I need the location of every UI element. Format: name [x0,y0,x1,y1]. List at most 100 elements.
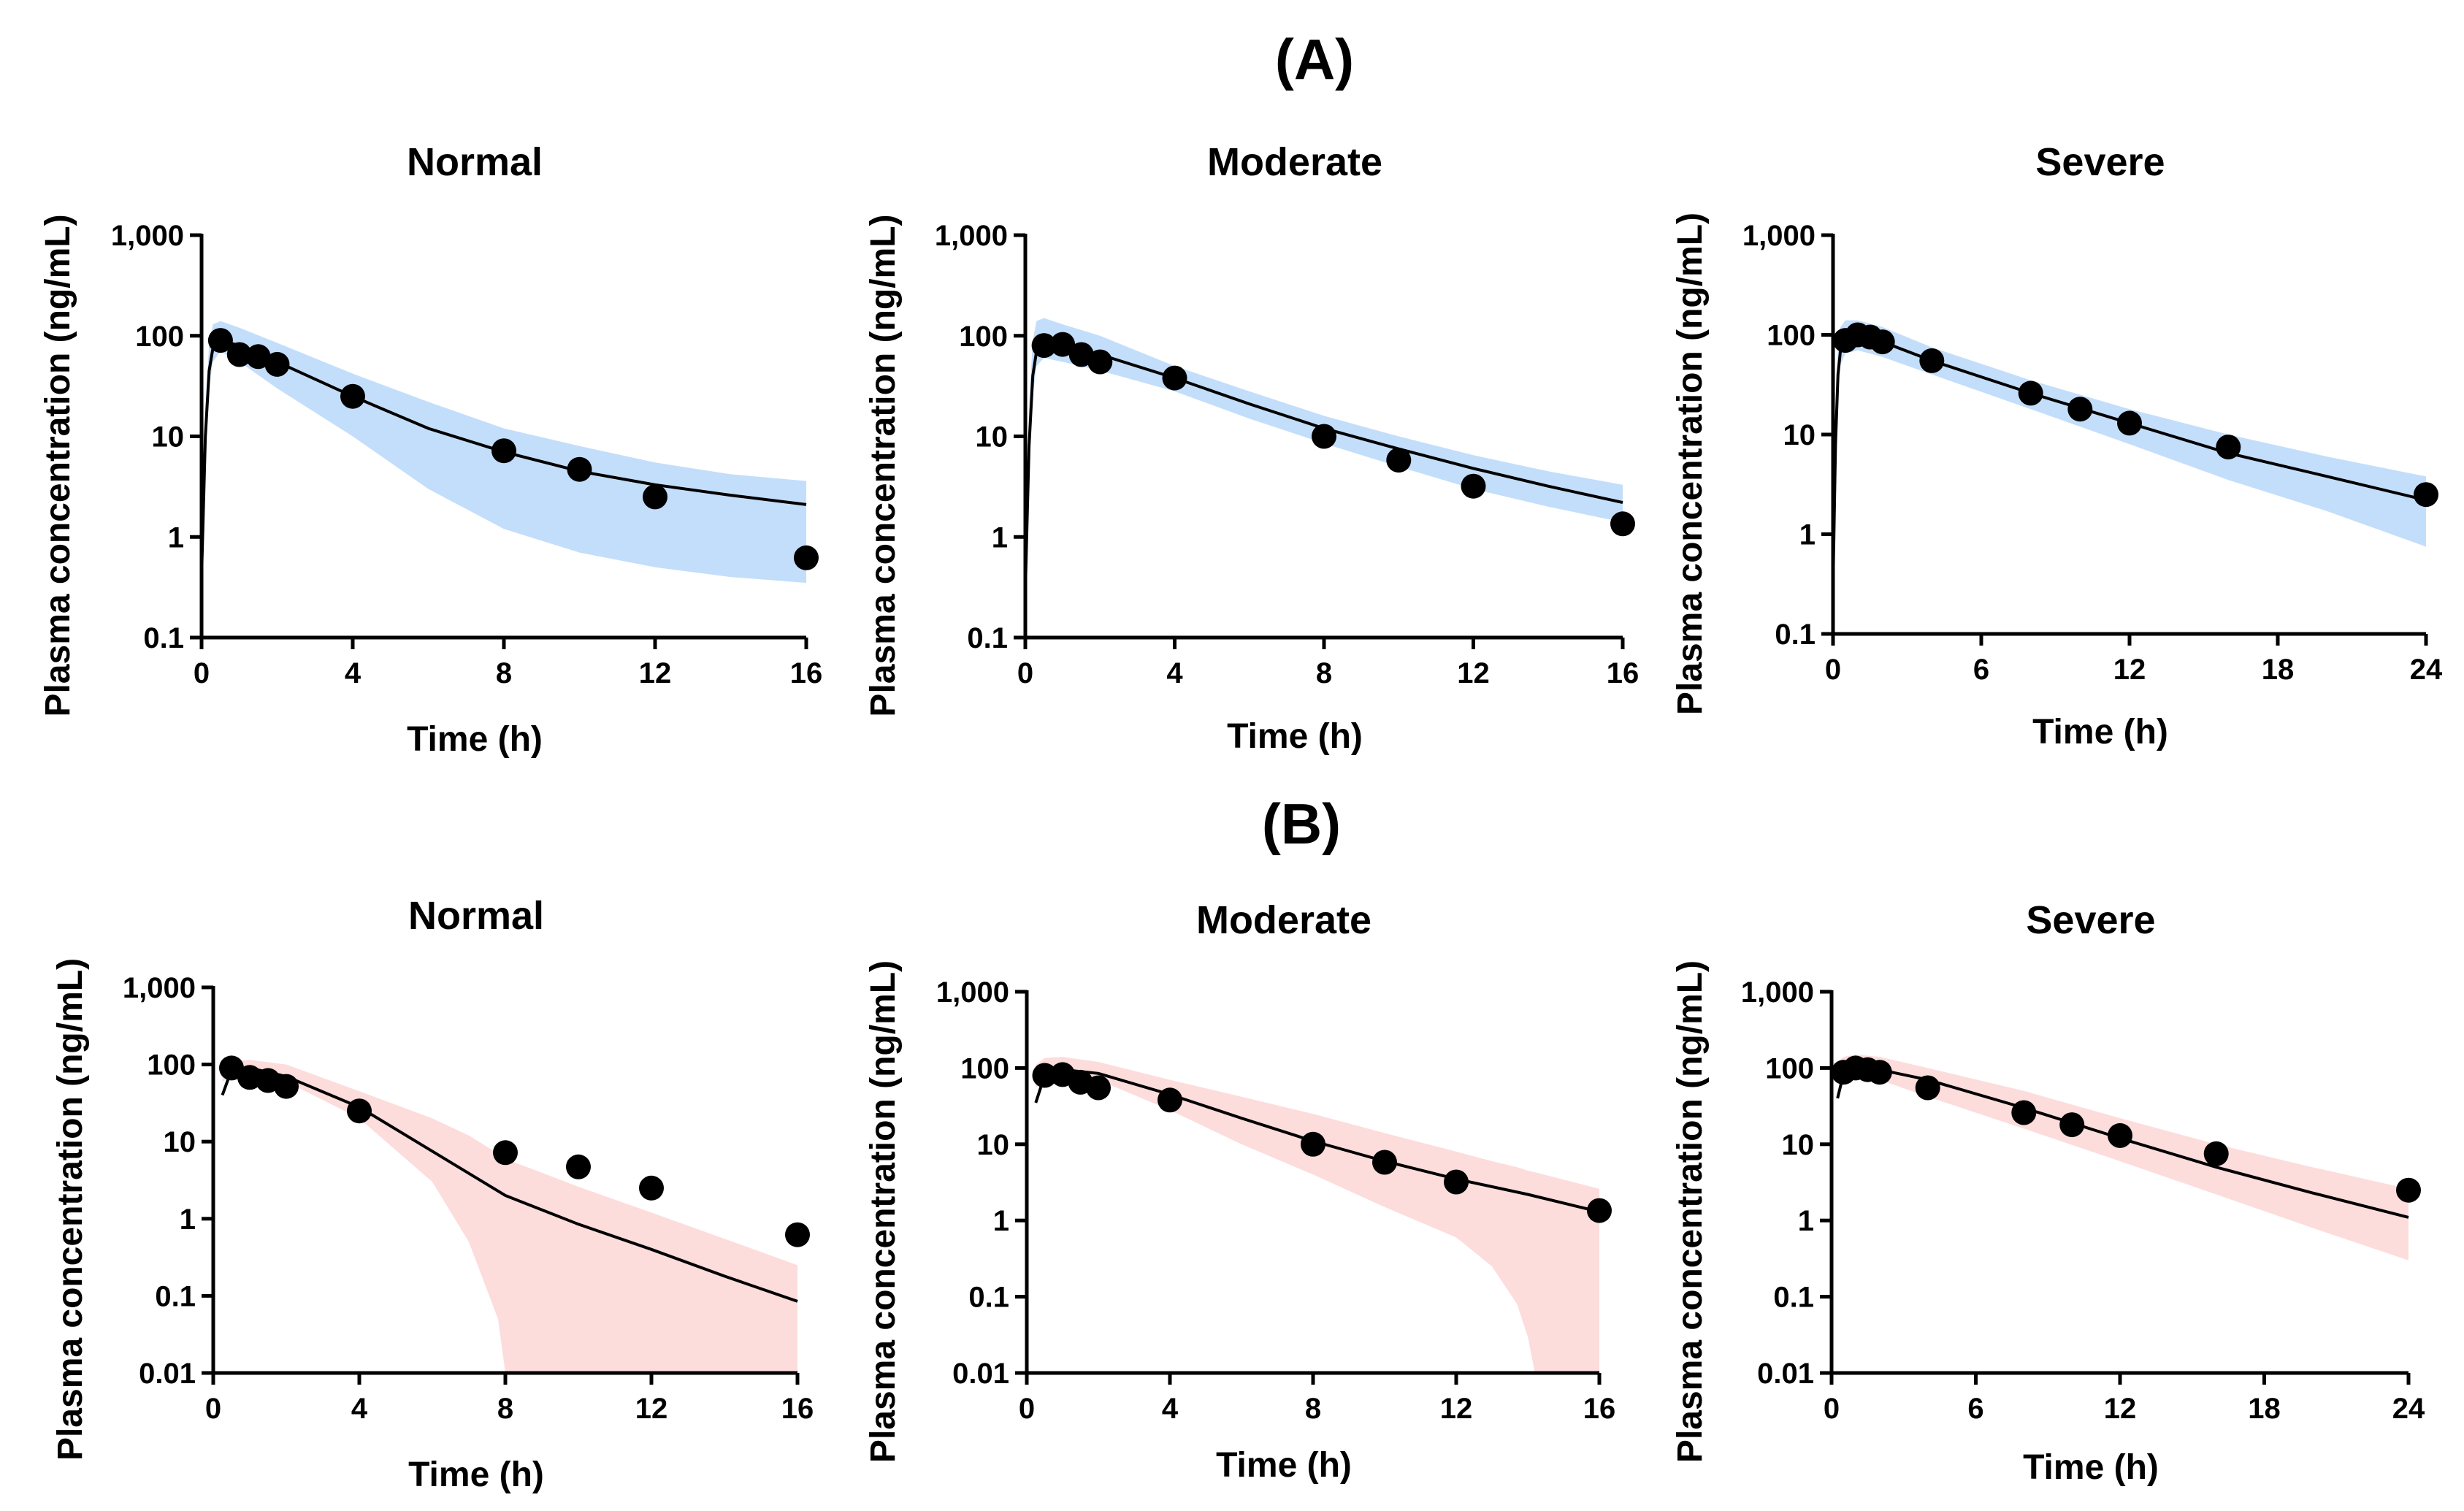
observed-point [1587,1198,1612,1223]
x-tick-label: 16 [781,1393,814,1425]
observed-point [639,1175,664,1201]
x-axis-label: Time (h) [2032,713,2168,751]
predicted-line [200,338,807,578]
x-tick-label: 8 [1305,1393,1321,1425]
panel-title: Moderate [1207,140,1382,184]
y-axis-label: Plasma concentration (ng/mL) [51,958,90,1461]
y-axis-label: Plasma concentration (ng/mL) [39,214,77,716]
observed-point [207,328,233,353]
x-tick-label: 4 [1166,657,1183,689]
y-tick-label: 0.1 [143,622,184,654]
x-tick-label: 4 [1162,1393,1179,1425]
y-tick-label: 1 [180,1204,196,1236]
y-tick-label: 1,000 [936,976,1009,1009]
y-axis-label: Plasma concentration (ng/mL) [1671,960,1710,1463]
y-tick-label: 0.1 [1773,1282,1814,1314]
x-tick-label: 0 [1824,1393,1840,1425]
y-tick-label: 0.1 [155,1280,196,1312]
x-tick-label: 12 [2104,1393,2137,1425]
x-tick-label: 6 [1973,654,1989,686]
y-tick-label: 0.01 [139,1358,196,1390]
observed-point [2414,482,2438,508]
observed-point [2203,1141,2229,1166]
chart-panel-2: 0.1 1 10 100 1,000 0 4 8 12 16 Moderate Time (h) Pla… [864,140,1639,756]
y-tick-label: 0.1 [968,1282,1009,1314]
observed-point [1162,365,1187,391]
y-tick-label: 100 [1767,320,1816,352]
y-tick-label: 100 [1765,1052,1814,1085]
panel-title: Moderate [1196,898,1371,942]
observed-point [347,1098,372,1124]
observed-point [226,342,252,367]
observed-point [1312,424,1336,449]
x-axis-label: Time (h) [1227,717,1363,756]
chart-panel-5: 0.01 0.1 1 10 100 1,000 0 4 8 12 16 Moderate Time (h… [864,898,1615,1485]
observed-point [643,484,667,510]
observed-point [2117,410,2142,436]
x-tick-label: 24 [2410,654,2443,686]
observed-point [245,344,271,370]
observed-point [493,1140,518,1166]
x-tick-label: 24 [2392,1393,2425,1425]
y-tick-label: 0.1 [967,622,1008,654]
observed-point [491,438,516,464]
observed-point [274,1074,299,1099]
panel-title: Normal [407,140,543,184]
x-tick-label: 12 [639,657,672,689]
x-tick-label: 8 [496,657,512,689]
prediction-interval-band [1036,1057,1599,1373]
observed-point [2018,380,2043,406]
chart-panel-4: 0.01 0.1 1 10 100 1,000 0 4 8 12 16 Normal Time (h) P… [51,894,814,1494]
y-axis-label: Plasma concentration (ng/mL) [864,960,903,1463]
observed-point [1915,1075,1940,1101]
observed-point [2396,1177,2421,1203]
y-tick-label: 10 [164,1126,196,1158]
observed-point [2108,1122,2132,1148]
y-tick-label: 10 [976,421,1009,454]
y-axis-label: Plasma concentration (ng/mL) [864,214,903,716]
y-tick-label: 1 [1799,519,1816,551]
observed-point [2059,1112,2085,1138]
observed-point [2216,435,2241,460]
observed-point [2011,1100,2037,1125]
panel-title: Normal [408,894,544,938]
observed-point [1087,349,1113,375]
row-label-b: (B) [1262,792,1341,856]
observed-point [1919,348,1945,373]
y-tick-label: 0.1 [1775,619,1816,651]
observed-point [1301,1131,1325,1157]
observed-point [219,1055,244,1081]
y-tick-label: 1 [1798,1205,1814,1237]
observed-point [1086,1075,1111,1101]
observed-point [237,1065,262,1090]
x-tick-label: 0 [194,657,210,689]
y-tick-label: 100 [147,1049,196,1082]
y-tick-label: 1,000 [1741,976,1814,1009]
observed-point [1386,448,1412,473]
x-tick-label: 4 [345,657,361,689]
x-tick-label: 0 [1019,1393,1035,1425]
chart-panel-3: 0.1 1 10 100 1,000 0 6 12 18 24 Severe Time (h) Plas… [1671,140,2443,751]
predicted-line [1024,341,1623,590]
observed-point [1031,333,1057,359]
panel-title: Severe [2035,140,2165,184]
prediction-interval-band [1833,320,2426,634]
x-tick-label: 4 [351,1393,368,1425]
observed-point [794,545,819,570]
prediction-interval-band [222,1060,797,1373]
x-tick-label: 16 [790,657,823,689]
observed-point [1461,473,1486,499]
x-tick-label: 12 [635,1393,668,1425]
x-tick-label: 6 [1967,1393,1983,1425]
observed-point [1870,329,1895,355]
observed-point [566,1154,591,1179]
x-tick-label: 12 [2113,654,2146,686]
x-tick-label: 16 [1607,657,1640,689]
observed-point [340,383,365,409]
x-tick-label: 12 [1440,1393,1473,1425]
chart-panel-6: 0.01 0.1 1 10 100 1,000 0 6 12 18 24 Severe Time (h)… [1671,898,2425,1487]
y-tick-label: 10 [1783,419,1816,451]
observed-point [1610,511,1635,537]
prediction-interval-band [1837,1055,2408,1261]
